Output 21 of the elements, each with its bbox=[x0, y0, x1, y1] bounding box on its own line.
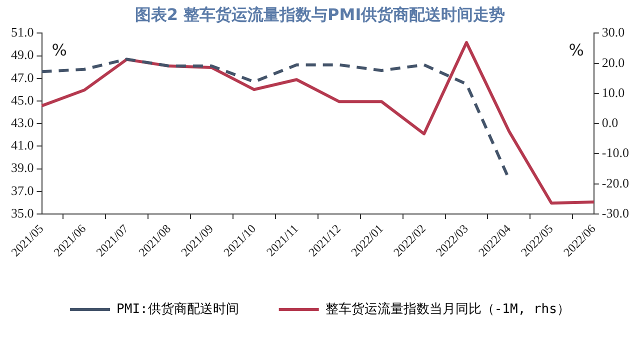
y2-tick-label: 20.0 bbox=[602, 54, 625, 70]
y-tick-label: 41.0 bbox=[11, 138, 34, 153]
y2-tick-label: 0.0 bbox=[602, 115, 618, 130]
y2-tick-label: 10.0 bbox=[602, 84, 625, 100]
y2-tick-label: 30.0 bbox=[602, 24, 625, 40]
y-tick-label: 49.0 bbox=[11, 47, 34, 62]
y-tick-label: 37.0 bbox=[11, 182, 34, 198]
y-tick-label: 39.0 bbox=[11, 160, 34, 176]
y-tick-label: 45.0 bbox=[11, 92, 34, 108]
y-tick-label: 51.0 bbox=[11, 24, 34, 40]
legend-label: 整车货运流量指数当月同比（-1M, rhs） bbox=[325, 300, 570, 317]
y-tick-label: 35.0 bbox=[11, 205, 34, 220]
y2-tick-label: -30.0 bbox=[602, 205, 630, 220]
y2-tick-label: -20.0 bbox=[602, 175, 630, 190]
chart-title: 图表2 整车货运流量指数与PMI供货商配送时间走势 bbox=[134, 4, 506, 24]
y-axis-title: % bbox=[52, 40, 67, 60]
y2-axis-title: % bbox=[568, 40, 584, 60]
y-tick-label: 47.0 bbox=[11, 70, 34, 85]
y-tick-label: 43.0 bbox=[11, 115, 34, 130]
legend-label: PMI:供货商配送时间 bbox=[116, 302, 239, 317]
y2-tick-label: -10.0 bbox=[602, 145, 630, 160]
